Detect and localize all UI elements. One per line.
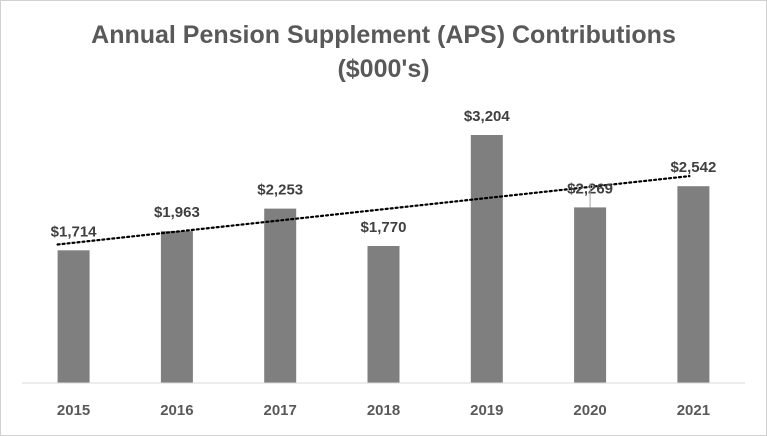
x-tick-2016: 2016 — [160, 402, 193, 419]
data-label-2021: $2,542 — [670, 159, 716, 176]
data-label-2015: $1,714 — [51, 223, 98, 240]
bar-2020 — [574, 207, 607, 383]
data-label-2017: $2,253 — [257, 182, 303, 199]
x-tick-2019: 2019 — [470, 402, 503, 419]
bar-2018 — [367, 246, 400, 383]
data-labels: $1,714$1,963$2,253$1,770$3,204$2,269$2,5… — [51, 108, 717, 240]
x-tick-2017: 2017 — [264, 402, 297, 419]
trendline — [56, 175, 691, 246]
chart-title: Annual Pension Supplement (APS) Contribu… — [0, 18, 767, 86]
bar-2017 — [264, 208, 297, 383]
x-tick-2015: 2015 — [57, 402, 90, 419]
data-label-2019: $3,204 — [464, 108, 511, 125]
bar-2015 — [57, 250, 90, 383]
x-tick-2020: 2020 — [573, 402, 606, 419]
chart-subtitle-text: ($000's) — [337, 55, 430, 83]
bar-series — [57, 135, 710, 383]
trendline-layer — [56, 175, 691, 246]
bar-2016 — [160, 231, 193, 383]
bar-2021 — [677, 186, 710, 383]
data-label-2016: $1,963 — [154, 204, 200, 221]
x-tick-2018: 2018 — [367, 402, 400, 419]
chart-title-text: Annual Pension Supplement (APS) Contribu… — [91, 21, 676, 49]
x-axis-tick-labels: 2015 2016 2017 2018 2019 2020 2021 — [57, 402, 710, 419]
bar-2019 — [470, 135, 503, 383]
x-tick-2021: 2021 — [677, 402, 710, 419]
data-label-2018: $1,770 — [361, 219, 407, 236]
